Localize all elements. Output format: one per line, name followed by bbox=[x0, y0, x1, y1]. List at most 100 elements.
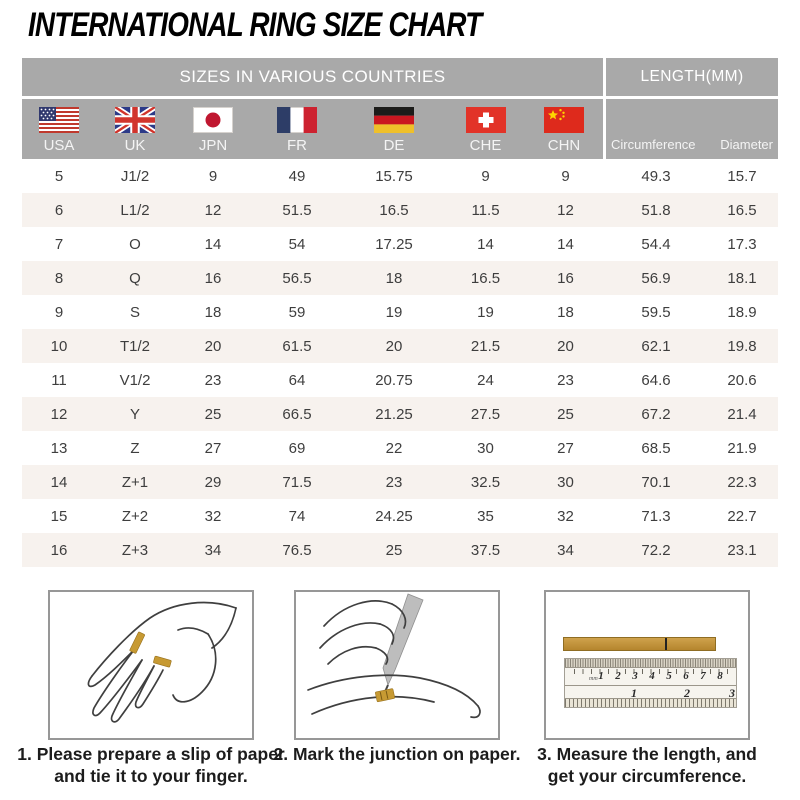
table-cell: 22.3 bbox=[727, 473, 757, 491]
ruler-cm-number: 8 bbox=[717, 670, 723, 682]
table-row: 9 S 18 59 19 19 18 59.5 18.9 bbox=[22, 295, 778, 329]
ruler-cm-number: 2 bbox=[615, 670, 621, 682]
table-cell: 27 bbox=[557, 439, 574, 457]
ruler-cm-number: 3 bbox=[632, 670, 638, 682]
table-cell: 64 bbox=[288, 371, 306, 389]
table-row: 14 Z+1 29 71.5 23 32.5 30 70.1 22.3 bbox=[22, 465, 778, 499]
table-cell: 10 bbox=[50, 337, 68, 355]
table-cell: 29 bbox=[204, 473, 222, 491]
fr-flag-icon bbox=[277, 107, 317, 133]
table-cell: 25 bbox=[385, 541, 403, 559]
table-cell: 24.25 bbox=[375, 507, 413, 525]
length-column-headers: Circumference Diameter bbox=[606, 99, 778, 159]
page-title: INTERNATIONAL RING SIZE CHART bbox=[28, 6, 482, 44]
table-cell: 15 bbox=[50, 507, 68, 525]
table-body: 5 J1/2 9 49 15.75 9 9 49.3 15.7 6 L1/2 12 51.5 16.5 11… bbox=[22, 159, 778, 567]
column-header-che: CHE bbox=[446, 99, 525, 159]
table-cell: J1/2 bbox=[120, 167, 150, 185]
table-row: 6 L1/2 12 51.5 16.5 11.5 12 51.8 16.5 bbox=[22, 193, 778, 227]
table-cell: 18 bbox=[204, 303, 222, 321]
hand-with-paper-illustration bbox=[87, 601, 237, 723]
uk-flag-icon bbox=[115, 107, 155, 133]
table-cell: Z+1 bbox=[121, 473, 149, 491]
column-label: JPN bbox=[198, 137, 228, 154]
table-cell: 18 bbox=[385, 269, 403, 287]
chn-flag-icon bbox=[544, 107, 584, 133]
table-cell: 18.9 bbox=[727, 303, 757, 321]
table-cell: 19 bbox=[385, 303, 403, 321]
column-header-usa: USA bbox=[22, 99, 96, 159]
table-row: 10 T1/2 20 61.5 20 21.5 20 62.1 19.8 bbox=[22, 329, 778, 363]
jpn-flag-icon bbox=[193, 107, 233, 133]
table-cell: Z bbox=[130, 439, 140, 457]
table-cell: 32.5 bbox=[470, 473, 501, 491]
table-row: 15 Z+2 32 74 24.25 35 32 71.3 22.7 bbox=[22, 499, 778, 533]
che-flag-icon bbox=[465, 107, 506, 133]
table-cell: T1/2 bbox=[119, 337, 150, 355]
countries-group-header: SIZES IN VARIOUS COUNTRIES bbox=[22, 58, 603, 96]
table-cell: 34 bbox=[557, 541, 574, 559]
table-cell: 23 bbox=[385, 473, 403, 491]
table-cell: 30 bbox=[557, 473, 574, 491]
step-2-box bbox=[294, 590, 500, 740]
column-label: DE bbox=[383, 137, 405, 154]
paper-strip-graphic bbox=[563, 637, 716, 651]
table-cell: 14 bbox=[477, 235, 494, 253]
table-cell: 64.6 bbox=[641, 371, 671, 389]
table-cell: 23 bbox=[557, 371, 574, 389]
table-cell: 9 bbox=[561, 167, 570, 185]
column-header-fr: FR bbox=[252, 99, 342, 159]
table-cell: 21.4 bbox=[727, 405, 757, 423]
table-cell: 16.5 bbox=[470, 269, 501, 287]
table-cell: 22.7 bbox=[727, 507, 757, 525]
ruler-inch-number: 1 bbox=[631, 686, 637, 700]
ruler-unit-label: mm bbox=[589, 676, 598, 682]
caption-line: and tie it to your finger. bbox=[54, 766, 248, 786]
step-3-box: mm 1 2 3 4 5 6 7 8 1 2 3 bbox=[544, 590, 750, 740]
table-cell: 9 bbox=[481, 167, 490, 185]
table-cell: 49.3 bbox=[641, 167, 671, 185]
ruler-inch-number: 3 bbox=[729, 686, 735, 700]
step-3-caption: 3. Measure the length, and get your circ… bbox=[497, 743, 797, 787]
table-cell: 16 bbox=[50, 541, 68, 559]
column-label: CHN bbox=[547, 137, 581, 154]
table-cell: 59.5 bbox=[641, 303, 671, 321]
table-cell: Y bbox=[129, 405, 140, 423]
caption-line: 2. Mark the junction on paper. bbox=[273, 744, 521, 764]
ruler-mm-ticks bbox=[565, 659, 736, 668]
ruler-cm-number: 4 bbox=[649, 670, 655, 682]
table-cell: 69 bbox=[288, 439, 306, 457]
step-1-box bbox=[48, 590, 254, 740]
length-group-header: LENGTH(MM) bbox=[606, 58, 778, 96]
column-label: UK bbox=[124, 137, 146, 154]
table-cell: 30 bbox=[477, 439, 494, 457]
table-cell: 62.1 bbox=[641, 337, 671, 355]
table-cell: 68.5 bbox=[641, 439, 671, 457]
table-cell: 24 bbox=[477, 371, 494, 389]
table-cell: 23 bbox=[204, 371, 222, 389]
column-header-jpn: JPN bbox=[174, 99, 252, 159]
table-cell: 19.8 bbox=[727, 337, 757, 355]
table-cell: 51.8 bbox=[641, 201, 671, 219]
table-cell: Z+3 bbox=[121, 541, 149, 559]
table-cell: 14 bbox=[204, 235, 222, 253]
ruler-cm-number: 1 bbox=[598, 670, 604, 682]
table-cell: 56.9 bbox=[641, 269, 671, 287]
table-cell: 37.5 bbox=[470, 541, 501, 559]
table-cell: 14 bbox=[50, 473, 68, 491]
table-cell: 15.75 bbox=[375, 167, 413, 185]
table-cell: 9 bbox=[208, 167, 218, 185]
table-cell: 14 bbox=[557, 235, 574, 253]
table-cell: 34 bbox=[204, 541, 222, 559]
table-row: 16 Z+3 34 76.5 25 37.5 34 72.2 23.1 bbox=[22, 533, 778, 567]
table-row: 5 J1/2 9 49 15.75 9 9 49.3 15.7 bbox=[22, 159, 778, 193]
table-cell: 8 bbox=[54, 269, 64, 287]
table-cell: 76.5 bbox=[282, 541, 312, 559]
table-cell: 6 bbox=[54, 201, 64, 219]
table-cell: 59 bbox=[288, 303, 306, 321]
table-cell: O bbox=[129, 235, 141, 253]
table-cell: 61.5 bbox=[282, 337, 312, 355]
ruler-graphic: mm 1 2 3 4 5 6 7 8 1 2 3 bbox=[564, 658, 737, 708]
country-flags: USA UK JPN bbox=[22, 99, 603, 159]
step-1-caption: 1. Please prepare a slip of paper and ti… bbox=[1, 743, 301, 787]
